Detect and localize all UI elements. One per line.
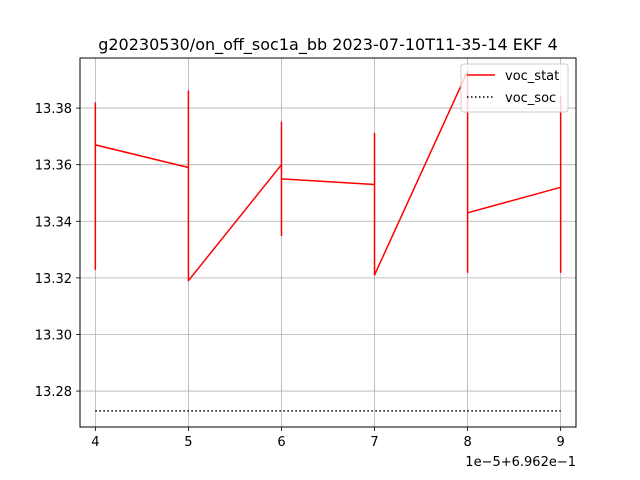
x-offset-label: 1e−5+6.962e−1 [465,455,576,470]
y-tick-label: 13.28 [35,385,72,400]
y-tick-label: 13.32 [35,272,72,287]
chart-title: g20230530/on_off_soc1a_bb 2023-07-10T11-… [98,35,558,55]
grid [80,58,576,427]
series-layer [94,70,562,412]
legend-label-voc-soc: voc_soc [505,91,556,106]
series-line-voc-stat [94,70,562,282]
legend: voc_stat voc_soc [460,63,569,113]
x-tick-label: 6 [277,435,285,450]
y-tick-label: 13.34 [35,215,72,230]
y-tick-label: 13.36 [35,159,72,174]
legend-box [460,63,569,113]
x-tick-label: 4 [91,435,99,450]
y-tick-label: 13.30 [35,328,72,343]
x-tick-label: 7 [370,435,378,450]
x-tick-label: 9 [557,435,565,450]
legend-label-voc-stat: voc_stat [505,69,559,84]
axis-ticks: 4 5 6 7 8 9 13.28 13.30 13.32 13.34 13.36 13.38 [35,102,565,450]
x-tick-label: 5 [184,435,192,450]
y-tick-label: 13.38 [35,102,72,117]
plot-frame [79,57,577,428]
x-tick-label: 8 [463,435,471,450]
